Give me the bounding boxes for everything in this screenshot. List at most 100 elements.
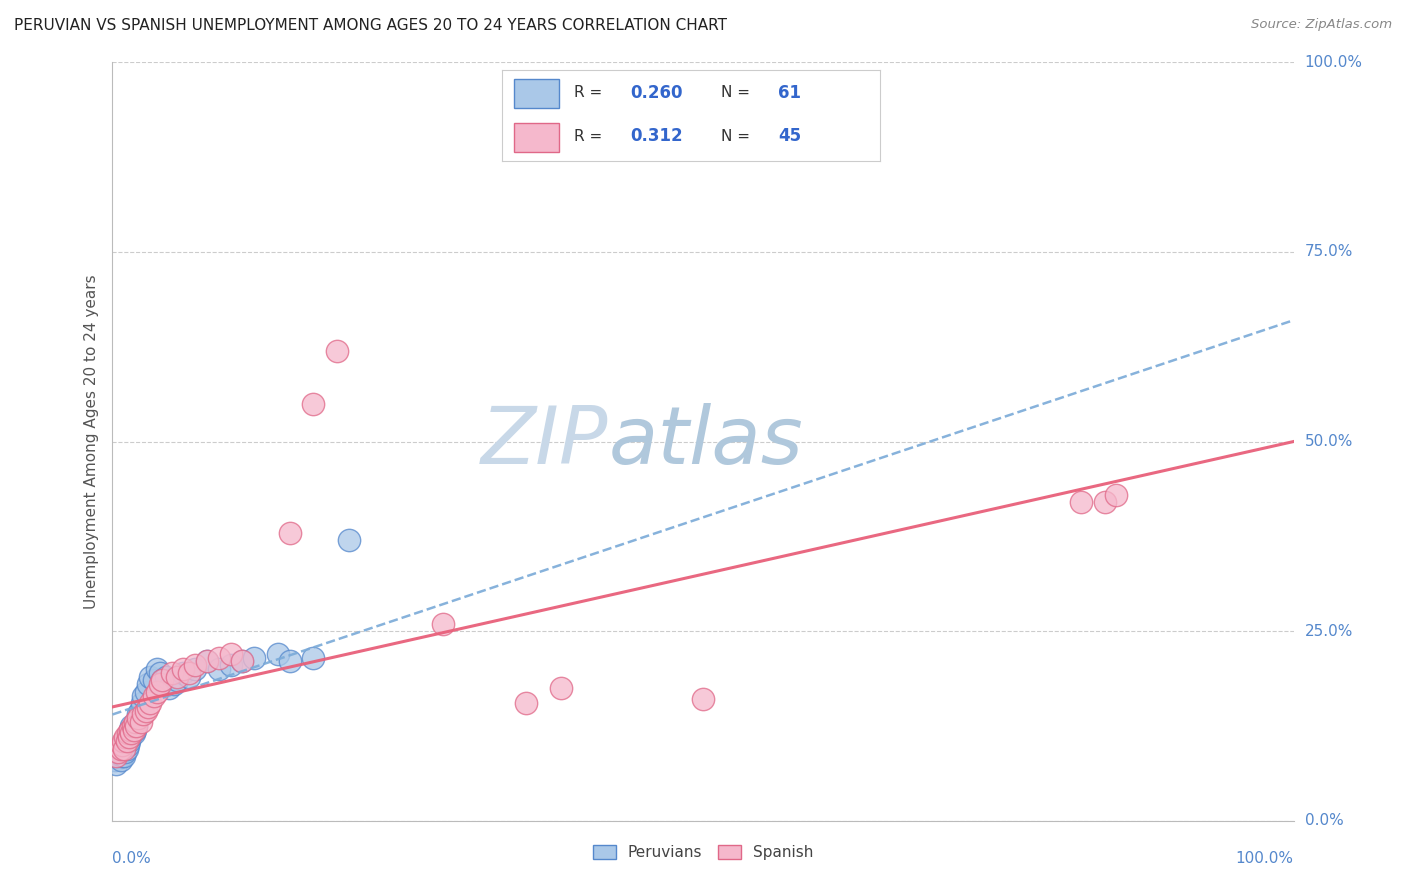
Point [117, 726, 139, 740]
Point [135, 704, 157, 718]
Point [136, 677, 159, 691]
Point [107, 746, 129, 760]
Point [121, 723, 143, 737]
Point [278, 525, 301, 540]
Point [120, 726, 142, 740]
Point [166, 673, 188, 688]
Point [1094, 495, 1116, 509]
Point [110, 753, 132, 767]
Y-axis label: Unemployment Among Ages 20 to 24 years: Unemployment Among Ages 20 to 24 years [83, 274, 98, 609]
Point [550, 681, 572, 695]
Point [107, 746, 129, 760]
Point [108, 749, 131, 764]
Point [114, 738, 136, 752]
Point [149, 677, 172, 691]
Text: 25.0%: 25.0% [1305, 624, 1353, 639]
Point [110, 741, 132, 756]
Text: Source: ZipAtlas.com: Source: ZipAtlas.com [1251, 18, 1392, 31]
Point [142, 673, 165, 688]
Text: atlas: atlas [609, 402, 803, 481]
Point [219, 658, 242, 673]
Point [515, 696, 537, 710]
Point [184, 662, 207, 676]
Point [146, 662, 169, 676]
Point [132, 707, 155, 722]
Point [139, 669, 162, 683]
Point [120, 719, 142, 733]
Point [149, 665, 172, 680]
Point [112, 738, 135, 752]
Point [131, 696, 153, 710]
Point [219, 647, 242, 661]
Point [160, 665, 183, 680]
Point [118, 726, 141, 740]
Point [122, 726, 145, 740]
Point [163, 677, 186, 691]
Point [122, 719, 145, 733]
Point [172, 662, 194, 676]
Point [337, 533, 360, 548]
Text: 0.0%: 0.0% [1305, 814, 1343, 828]
Point [111, 749, 134, 764]
Point [179, 669, 201, 683]
Point [150, 673, 173, 688]
Point [127, 707, 149, 722]
Point [117, 738, 139, 752]
Point [118, 730, 141, 744]
Point [692, 692, 714, 706]
Point [122, 723, 145, 737]
Point [1070, 495, 1092, 509]
Point [184, 658, 207, 673]
Point [172, 665, 194, 680]
Point [112, 734, 135, 748]
Point [179, 665, 201, 680]
Point [121, 719, 143, 733]
Point [136, 699, 159, 714]
Point [128, 704, 150, 718]
Point [125, 715, 148, 730]
Point [157, 681, 180, 695]
Point [155, 669, 177, 683]
Point [135, 685, 157, 699]
Text: PERUVIAN VS SPANISH UNEMPLOYMENT AMONG AGES 20 TO 24 YEARS CORRELATION CHART: PERUVIAN VS SPANISH UNEMPLOYMENT AMONG A… [14, 18, 727, 33]
Point [243, 650, 266, 665]
Point [302, 396, 325, 410]
Point [208, 662, 231, 676]
Point [125, 719, 148, 733]
Point [105, 749, 128, 764]
Point [112, 741, 135, 756]
Point [115, 741, 138, 756]
Text: 50.0%: 50.0% [1305, 434, 1353, 449]
Point [112, 741, 135, 756]
Point [111, 741, 134, 756]
Text: 0.0%: 0.0% [112, 851, 152, 866]
Point [114, 746, 136, 760]
Point [115, 734, 138, 748]
Point [231, 655, 253, 669]
Point [129, 715, 152, 730]
Point [105, 756, 128, 771]
Point [108, 741, 131, 756]
Point [166, 669, 188, 683]
Point [115, 734, 138, 748]
Text: 100.0%: 100.0% [1305, 55, 1362, 70]
Point [124, 723, 146, 737]
Point [120, 726, 142, 740]
Point [107, 741, 129, 756]
Point [208, 650, 231, 665]
Legend: Peruvians, Spanish: Peruvians, Spanish [586, 838, 820, 866]
Point [112, 738, 135, 752]
Point [120, 730, 142, 744]
Point [150, 673, 173, 688]
Point [111, 738, 134, 752]
Text: ZIP: ZIP [481, 402, 609, 481]
Point [231, 655, 253, 669]
Point [278, 655, 301, 669]
Text: 75.0%: 75.0% [1305, 244, 1353, 260]
Point [267, 647, 290, 661]
Point [124, 715, 146, 730]
Point [142, 689, 165, 703]
Point [1105, 487, 1128, 501]
Point [139, 696, 162, 710]
Point [432, 616, 454, 631]
